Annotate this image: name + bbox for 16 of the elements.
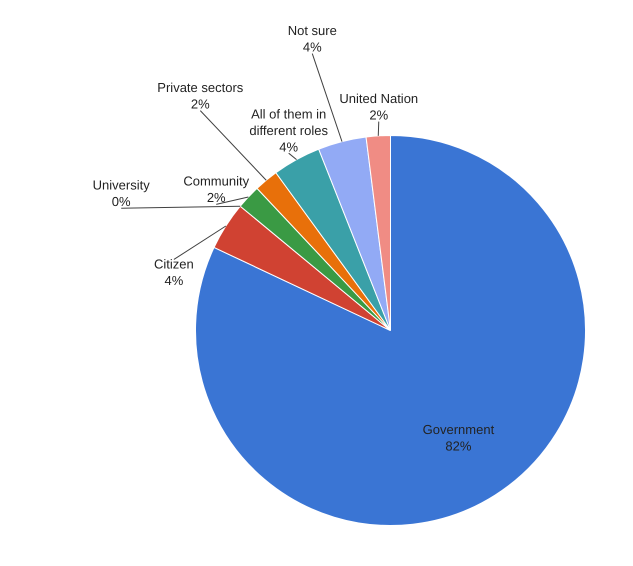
data-label: 2%: [369, 107, 389, 122]
slice-label: Private sectors: [157, 80, 244, 95]
slice-label: All of them in different roles: [249, 106, 328, 138]
data-label: 82%: [445, 438, 472, 454]
text: 0%: [112, 194, 131, 210]
data-label: 2%: [190, 96, 210, 112]
slice-label: Community: [183, 174, 250, 189]
data-label: 4%: [302, 39, 322, 54]
data-label: 4%: [279, 140, 299, 155]
slice-label: United Nation: [339, 90, 418, 106]
slice-label: Not sure: [288, 22, 337, 38]
data-label: 4%: [164, 273, 184, 288]
slice-label: Government: [422, 422, 495, 437]
data-label: 2%: [206, 190, 226, 206]
category-label: University: [92, 178, 150, 193]
slice-label: Citizen: [154, 256, 194, 272]
